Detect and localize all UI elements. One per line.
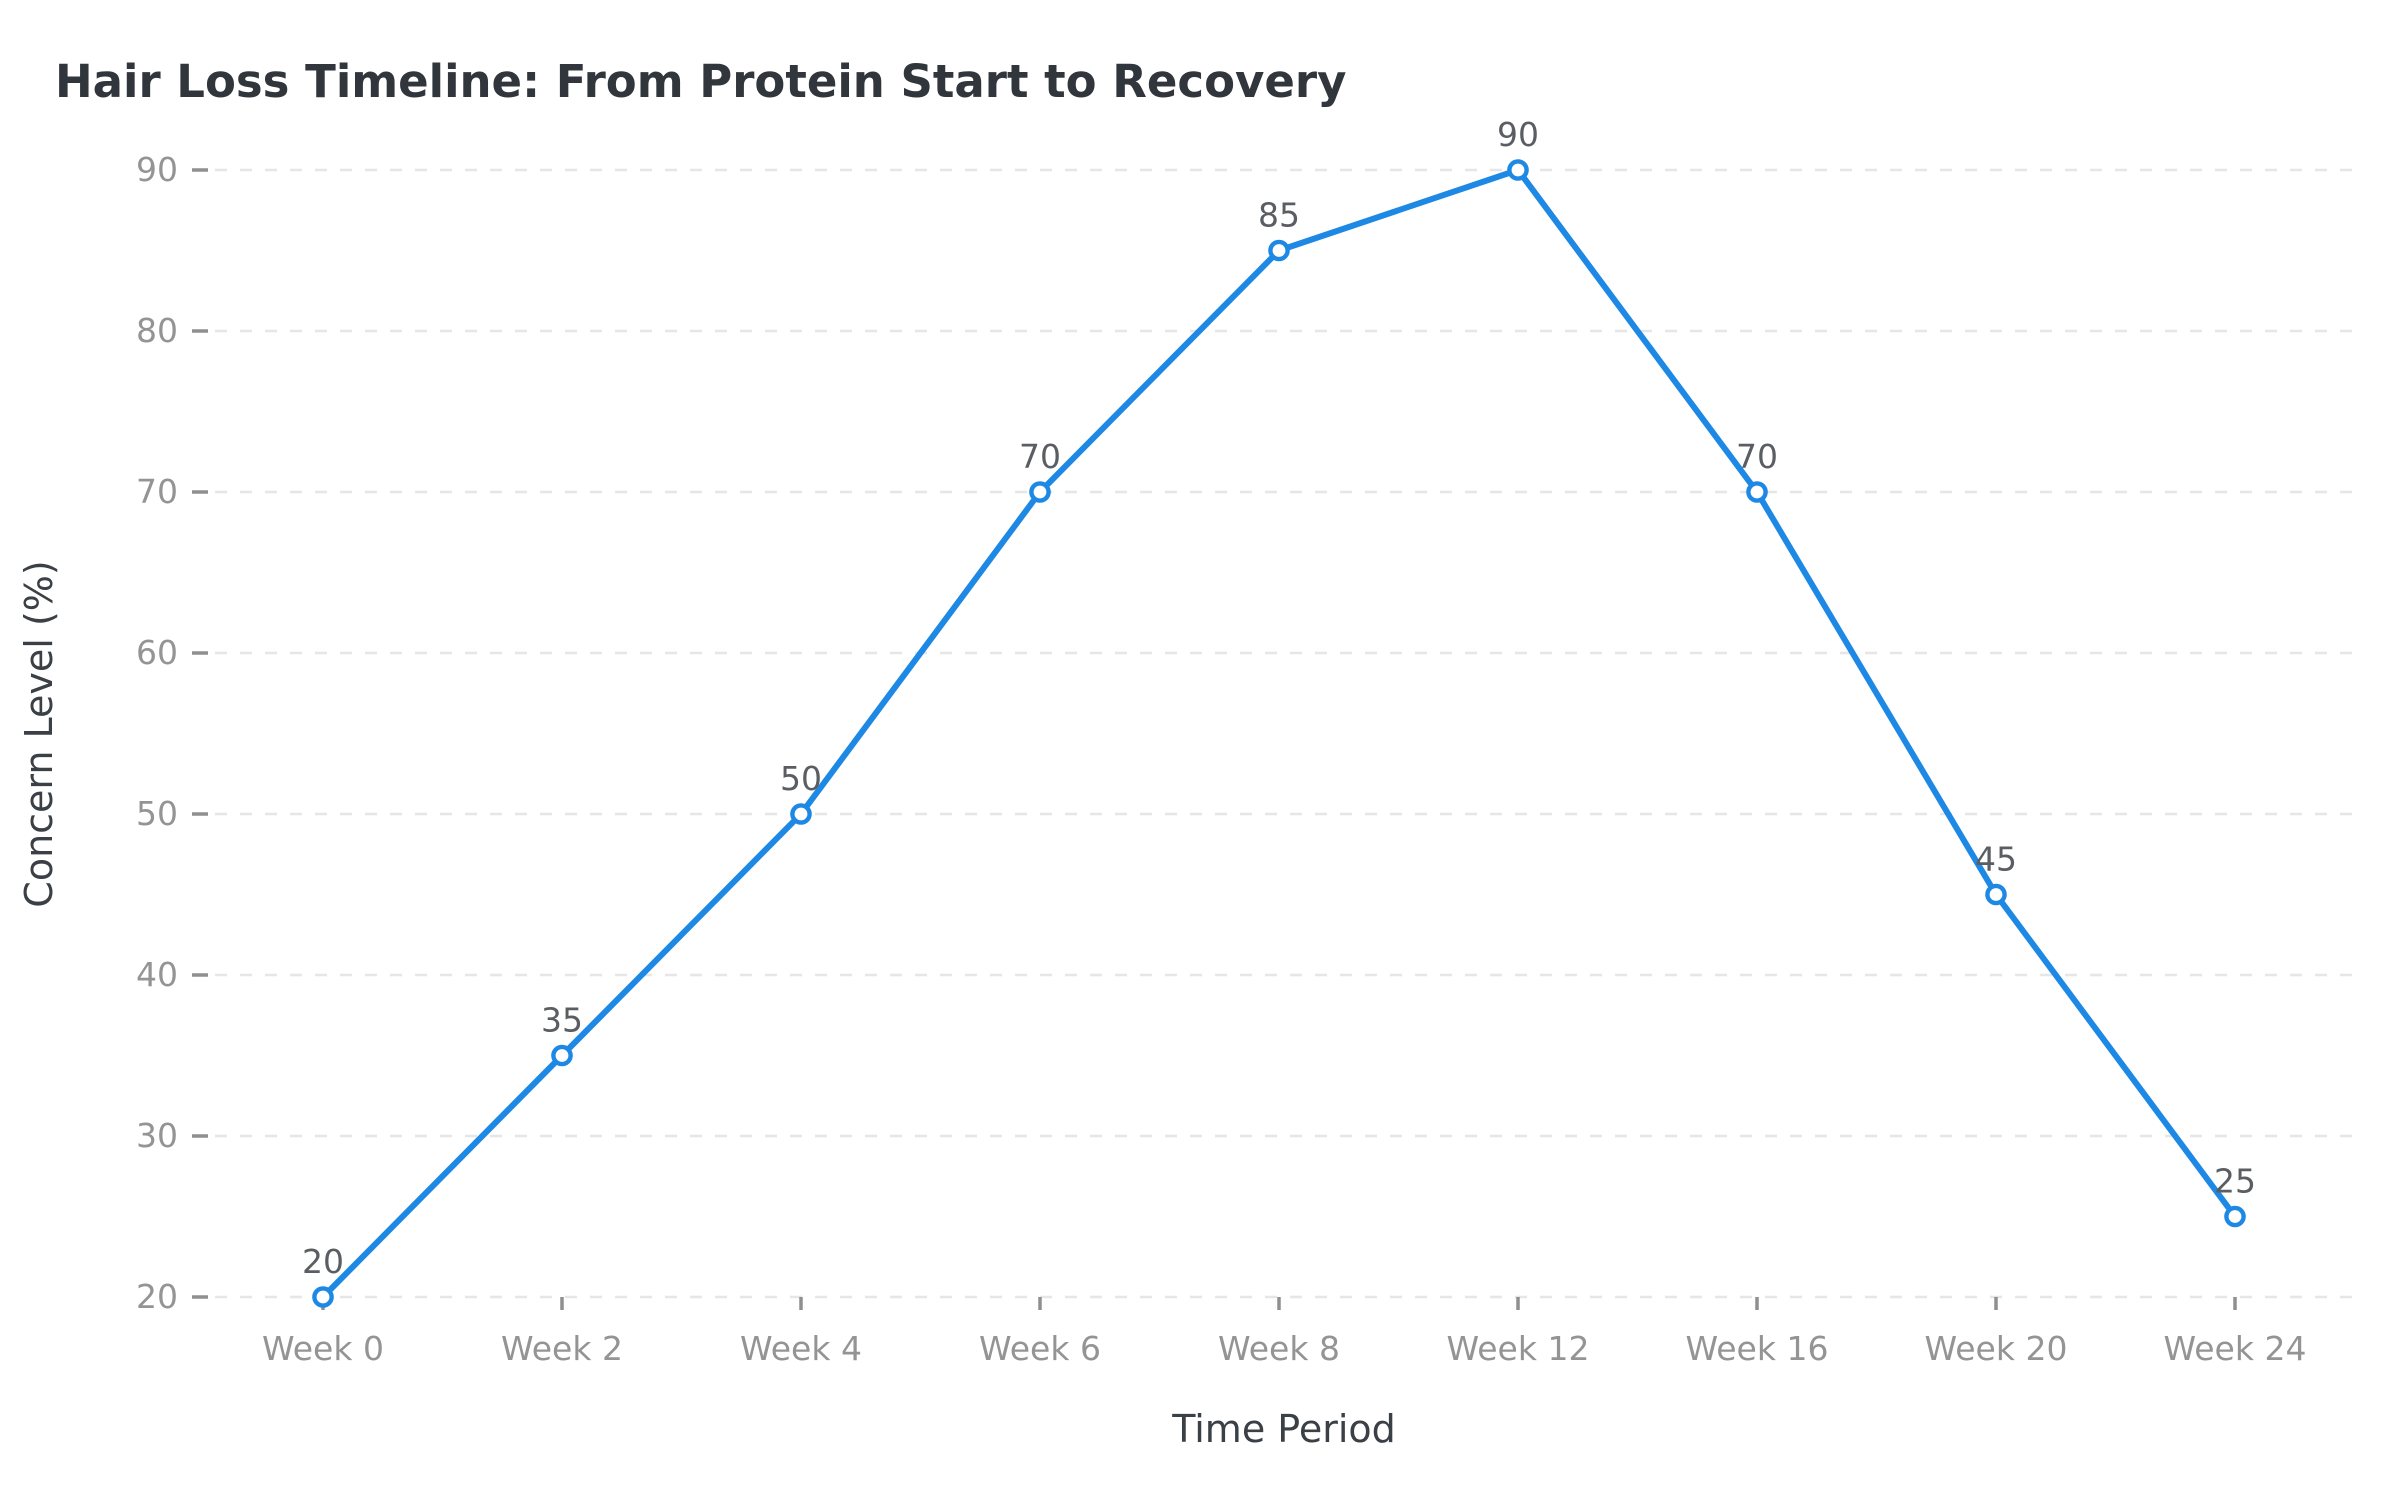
y-tick-label: 20 [136, 1277, 178, 1316]
y-axis-title: Concern Level (%) [17, 560, 61, 907]
data-point-marker [1985, 883, 2007, 906]
y-tick-label: 90 [136, 150, 178, 189]
data-point-label: 70 [1019, 437, 1061, 476]
x-tick-label: Week 0 [262, 1329, 384, 1368]
x-tick-label: Week 20 [1925, 1329, 2068, 1368]
gridlines [215, 168, 2353, 1299]
x-axis-title: Time Period [1171, 1407, 1396, 1451]
data-point-label: 70 [1736, 437, 1778, 476]
data-point-marker [551, 1044, 573, 1067]
x-tick-label: Week 4 [740, 1329, 862, 1368]
x-tick-label: Week 8 [1218, 1329, 1340, 1368]
data-point-marker [1029, 481, 1051, 503]
data-point-labels: 20 35 50 70 85 90 70 45 25 [302, 115, 2256, 1281]
data-point-marker [790, 803, 812, 825]
y-axis-ticks [192, 168, 208, 1299]
data-point-label: 90 [1497, 115, 1539, 154]
data-point-label: 85 [1258, 196, 1300, 235]
y-tick-label: 80 [136, 311, 178, 350]
data-point-marker [2224, 1205, 2246, 1228]
data-point-label: 45 [1975, 840, 2017, 879]
y-tick-label: 40 [136, 955, 178, 994]
y-tick-label: 30 [136, 1116, 178, 1155]
data-point-label: 35 [541, 1001, 583, 1040]
data-point-marker [312, 1286, 334, 1308]
x-tick-label: Week 6 [979, 1329, 1101, 1368]
chart-title: Hair Loss Timeline: From Protein Start t… [55, 55, 1346, 108]
data-point-marker [1268, 239, 1290, 262]
data-point-marker [1507, 159, 1529, 181]
y-tick-label: 50 [136, 794, 178, 833]
x-tick-label: Week 12 [1447, 1329, 1590, 1368]
x-tick-label: Week 16 [1686, 1329, 1829, 1368]
y-tick-label: 60 [136, 633, 178, 672]
x-axis-tick-labels: Week 0 Week 2 Week 4 Week 6 Week 8 Week 12 Wee… [262, 1329, 2306, 1368]
data-point-label: 25 [2214, 1162, 2256, 1201]
data-point-label: 50 [780, 759, 822, 798]
x-tick-label: Week 24 [2164, 1329, 2307, 1368]
x-axis-ticks [321, 1297, 2237, 1310]
x-tick-label: Week 2 [501, 1329, 623, 1368]
y-tick-label: 70 [136, 472, 178, 511]
data-point-marker [1746, 481, 1768, 503]
y-axis-tick-labels: 20 30 40 50 60 70 80 90 [136, 150, 178, 1316]
data-point-label: 20 [302, 1242, 344, 1281]
series-line [320, 167, 2238, 1300]
series-concern-level [312, 159, 2246, 1308]
